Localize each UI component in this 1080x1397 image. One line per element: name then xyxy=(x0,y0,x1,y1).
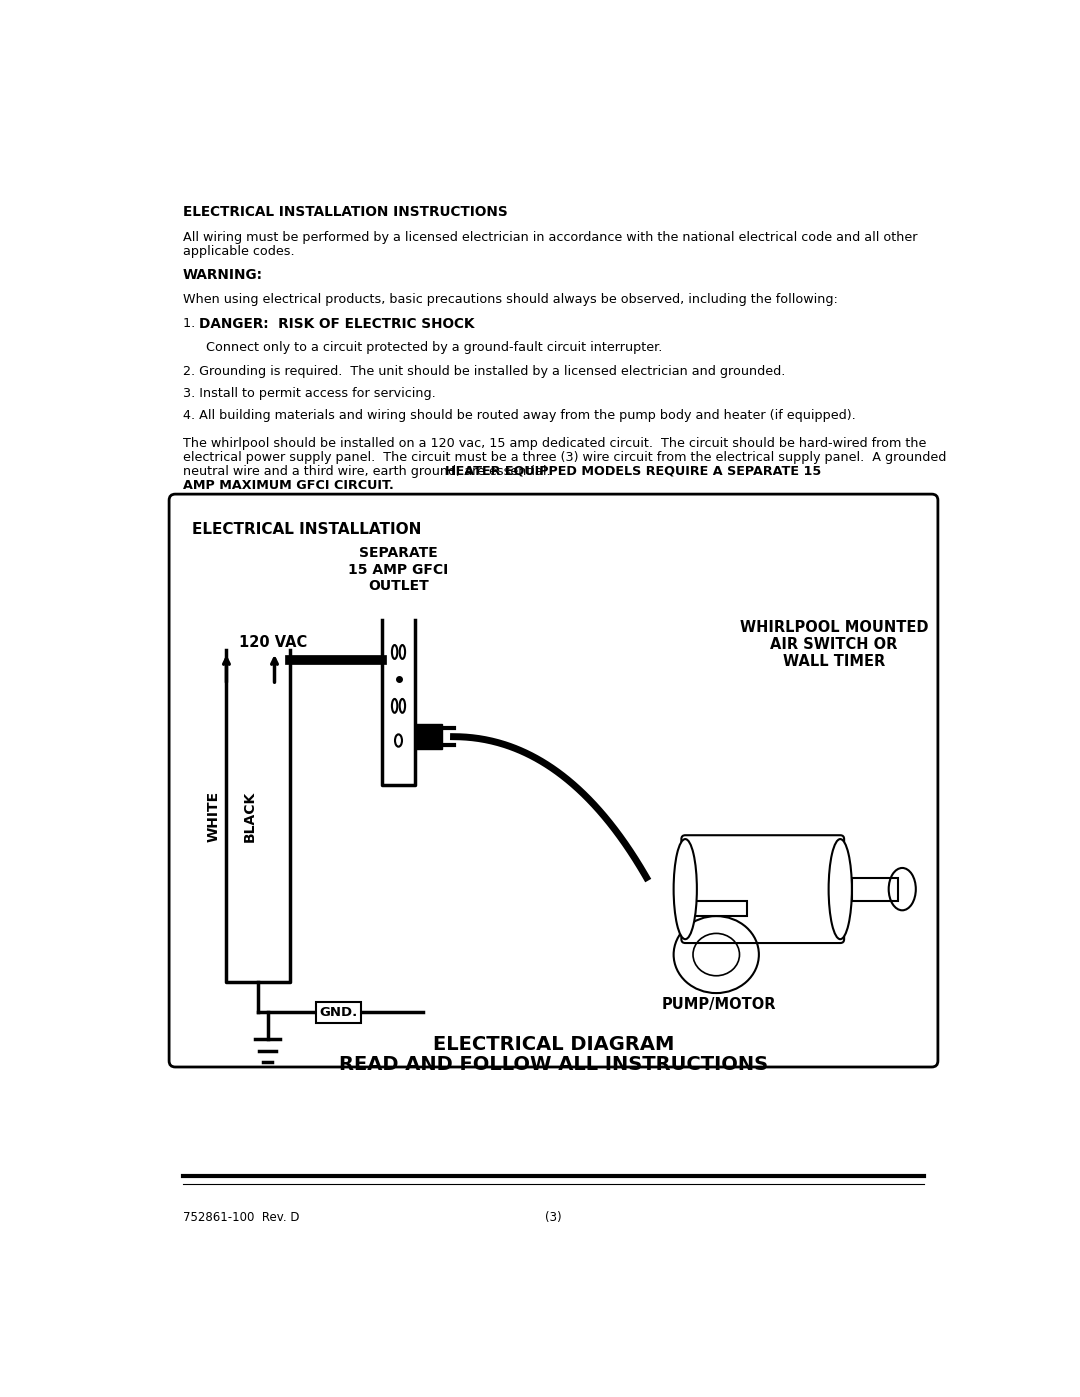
Text: ELECTRICAL INSTALLATION INSTRUCTIONS: ELECTRICAL INSTALLATION INSTRUCTIONS xyxy=(183,204,508,218)
Bar xyxy=(316,1002,362,1023)
Bar xyxy=(685,901,747,916)
Ellipse shape xyxy=(828,840,852,939)
Text: Connect only to a circuit protected by a ground-fault circuit interrupter.: Connect only to a circuit protected by a… xyxy=(206,341,663,353)
Text: DANGER:  RISK OF ELECTRIC SHOCK: DANGER: RISK OF ELECTRIC SHOCK xyxy=(199,317,474,331)
Text: WARNING:: WARNING: xyxy=(183,268,264,282)
Text: applicable codes.: applicable codes. xyxy=(183,244,295,257)
Text: 4. All building materials and wiring should be routed away from the pump body an: 4. All building materials and wiring sho… xyxy=(183,409,855,422)
Text: 752861-100  Rev. D: 752861-100 Rev. D xyxy=(183,1211,299,1224)
Text: The whirlpool should be installed on a 120 vac, 15 amp dedicated circuit.  The c: The whirlpool should be installed on a 1… xyxy=(183,437,927,450)
Text: READ AND FOLLOW ALL INSTRUCTIONS: READ AND FOLLOW ALL INSTRUCTIONS xyxy=(339,1055,768,1074)
Text: HEATER EQUIPPED MODELS REQUIRE A SEPARATE 15: HEATER EQUIPPED MODELS REQUIRE A SEPARAT… xyxy=(445,465,821,478)
Text: WHIRLPOOL MOUNTED
AIR SWITCH OR
WALL TIMER: WHIRLPOOL MOUNTED AIR SWITCH OR WALL TIM… xyxy=(740,620,928,669)
Text: 1.: 1. xyxy=(183,317,200,330)
Text: ELECTRICAL DIAGRAM: ELECTRICAL DIAGRAM xyxy=(433,1035,674,1055)
Text: BLACK: BLACK xyxy=(243,791,257,841)
Text: When using electrical products, basic precautions should always be observed, inc: When using electrical products, basic pr… xyxy=(183,293,838,306)
Text: PUMP/MOTOR: PUMP/MOTOR xyxy=(662,997,777,1011)
Text: 3. Install to permit access for servicing.: 3. Install to permit access for servicin… xyxy=(183,387,436,400)
Bar xyxy=(852,877,899,901)
FancyBboxPatch shape xyxy=(170,495,937,1067)
Text: GND.: GND. xyxy=(320,1006,357,1018)
Text: All wiring must be performed by a licensed electrician in accordance with the na: All wiring must be performed by a licens… xyxy=(183,231,918,244)
Text: electrical power supply panel.  The circuit must be a three (3) wire circuit fro: electrical power supply panel. The circu… xyxy=(183,451,946,464)
Bar xyxy=(415,725,442,749)
Ellipse shape xyxy=(674,840,697,939)
Text: AMP MAXIMUM GFCI CIRCUIT.: AMP MAXIMUM GFCI CIRCUIT. xyxy=(183,479,394,492)
Text: ELECTRICAL INSTALLATION: ELECTRICAL INSTALLATION xyxy=(192,522,421,536)
Text: neutral wire and a third wire, earth ground, are essential.: neutral wire and a third wire, earth gro… xyxy=(183,465,555,478)
Text: (3): (3) xyxy=(545,1211,562,1224)
Text: 120 VAC: 120 VAC xyxy=(239,636,307,650)
Text: WHITE: WHITE xyxy=(207,791,221,841)
Text: 2. Grounding is required.  The unit should be installed by a licensed electricia: 2. Grounding is required. The unit shoul… xyxy=(183,365,785,377)
Text: SEPARATE
15 AMP GFCI
OUTLET: SEPARATE 15 AMP GFCI OUTLET xyxy=(349,546,448,592)
